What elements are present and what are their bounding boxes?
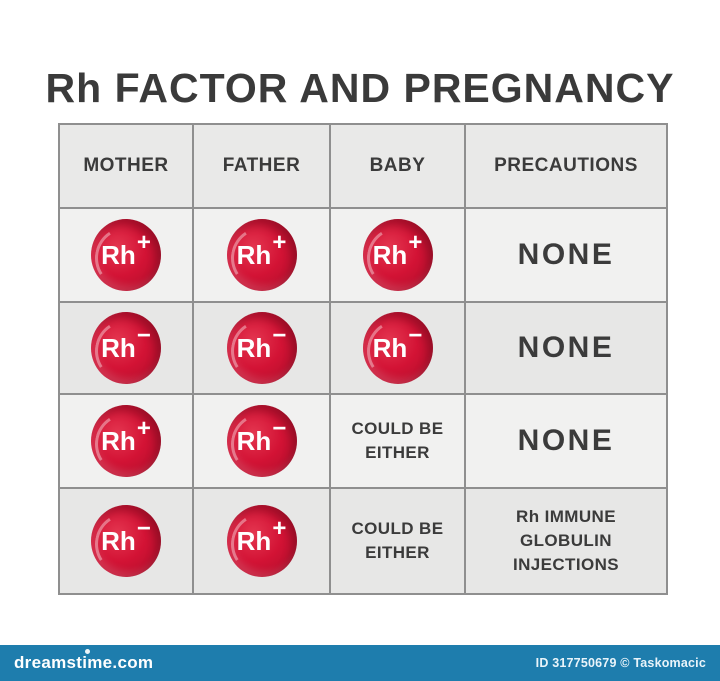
- column-header-mother: MOTHER: [60, 125, 192, 207]
- page-title: Rh FACTOR AND PREGNANCY: [45, 65, 675, 112]
- rh-sign: −: [136, 322, 151, 349]
- cell-text: COULD BE EITHER: [351, 519, 444, 562]
- table-cell: NONE: [466, 209, 666, 301]
- rh-sign: +: [272, 229, 287, 256]
- table-cell: Rh +: [194, 209, 329, 301]
- column-header-baby: BABY: [331, 125, 464, 207]
- column-header-precautions: PRECAUTIONS: [466, 125, 666, 207]
- rh-sign: −: [272, 415, 287, 442]
- table-cell: NONE: [466, 303, 666, 393]
- rh-label: Rh: [236, 426, 272, 456]
- rh-negative-badge: Rh −: [362, 312, 433, 384]
- table-cell: Rh −: [60, 303, 192, 393]
- rh-sign: +: [136, 415, 151, 442]
- table-cell: Rh +: [331, 209, 464, 301]
- table-cell: Rh +: [194, 489, 329, 593]
- table-cell: Rh −: [60, 489, 192, 593]
- column-header-father: FATHER: [194, 125, 329, 207]
- table-cell: NONE: [466, 395, 666, 487]
- rh-label: Rh: [236, 333, 272, 363]
- rh-sign: +: [272, 515, 287, 542]
- table-cell: Rh −: [194, 395, 329, 487]
- table-cell: COULD BE EITHER: [331, 489, 464, 593]
- rh-sign: −: [136, 515, 151, 542]
- column-header-label: MOTHER: [83, 155, 169, 176]
- column-header-label: PRECAUTIONS: [494, 155, 638, 176]
- column-header-label: BABY: [369, 155, 426, 176]
- rh-sign: +: [136, 229, 151, 256]
- table-cell: Rh IMMUNE GLOBULIN INJECTIONS: [466, 489, 666, 593]
- rh-label: Rh: [101, 526, 136, 556]
- rh-label: Rh: [236, 526, 272, 556]
- table-cell: Rh −: [331, 303, 464, 393]
- table-cell: COULD BE EITHER: [331, 395, 464, 487]
- rh-positive-badge: Rh +: [362, 219, 433, 291]
- rh-label: Rh: [372, 333, 408, 363]
- rh-positive-badge: Rh +: [226, 219, 297, 291]
- rh-negative-badge: Rh −: [226, 312, 297, 384]
- table-cell: Rh +: [60, 395, 192, 487]
- rh-label: Rh: [101, 240, 136, 270]
- cell-text: NONE: [517, 424, 615, 457]
- rh-positive-badge: Rh +: [226, 505, 297, 577]
- rh-negative-badge: Rh −: [91, 505, 161, 577]
- cell-text: NONE: [517, 238, 615, 271]
- table-cell: Rh +: [60, 209, 192, 301]
- rh-label: Rh: [236, 240, 272, 270]
- cell-text: Rh IMMUNE GLOBULIN INJECTIONS: [512, 507, 620, 574]
- rh-negative-badge: Rh −: [91, 312, 161, 384]
- rh-label: Rh: [101, 333, 136, 363]
- dreamstime-logo: dreamstime.com: [14, 649, 154, 672]
- rh-sign: −: [408, 322, 423, 349]
- image-credit: ID 317750679 © Taskomacic: [535, 656, 706, 670]
- rh-table: MOTHER FATHER BABY PRECAUTIONS Rh + Rh + Rh + NONE…: [58, 123, 668, 595]
- rh-label: Rh: [372, 240, 408, 270]
- rh-positive-badge: Rh +: [91, 219, 161, 291]
- rh-sign: −: [272, 322, 287, 349]
- rh-positive-badge: Rh +: [91, 405, 161, 477]
- cell-text: COULD BE EITHER: [351, 419, 444, 462]
- column-header-label: FATHER: [222, 155, 301, 176]
- table-cell: Rh −: [194, 303, 329, 393]
- credit-bar: dreamstime.com ID 317750679 © Taskomacic: [0, 645, 720, 681]
- rh-negative-badge: Rh −: [226, 405, 297, 477]
- rh-label: Rh: [101, 426, 136, 456]
- rh-sign: +: [408, 229, 423, 256]
- cell-text: NONE: [517, 331, 615, 364]
